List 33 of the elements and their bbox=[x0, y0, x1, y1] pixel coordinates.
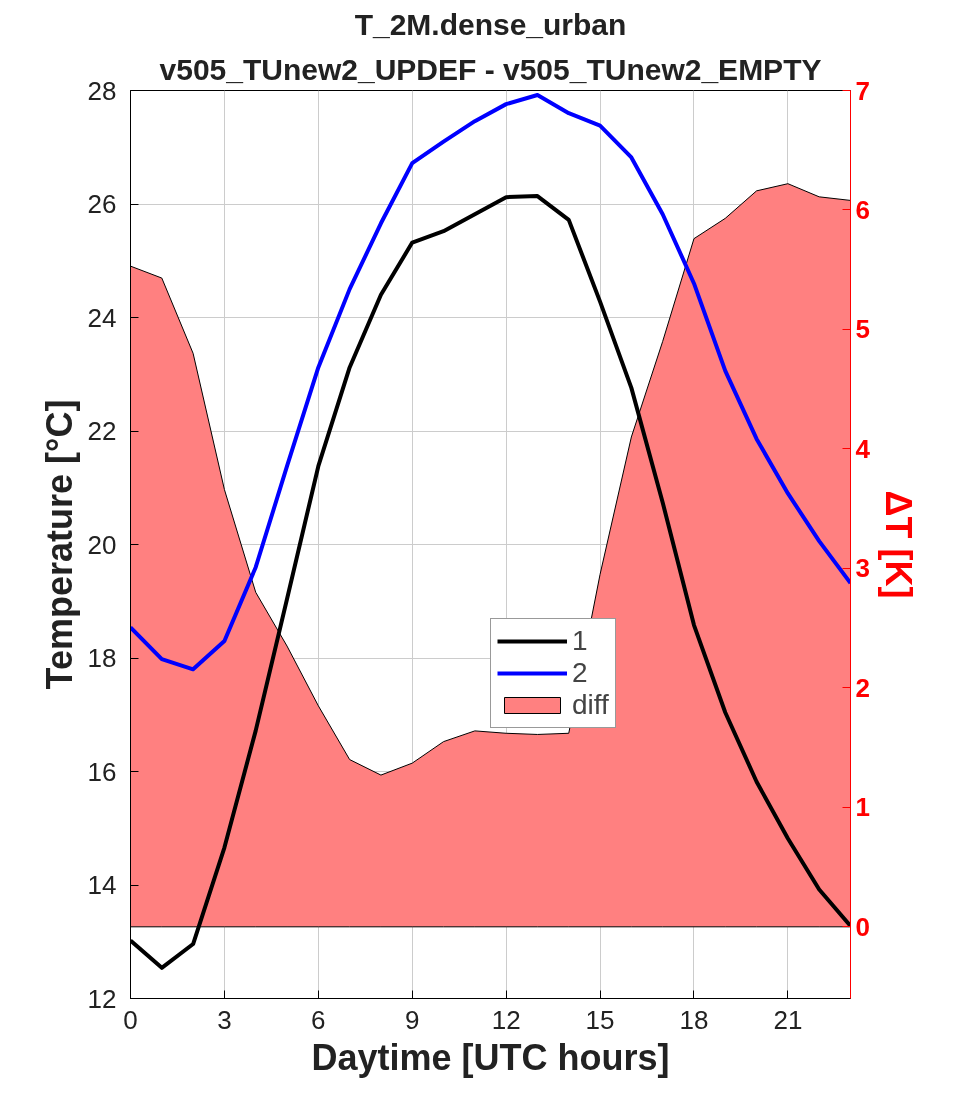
y2-tick-label: 6 bbox=[855, 194, 870, 225]
y2-tick-label: 3 bbox=[855, 553, 870, 584]
y2-tick-label: 7 bbox=[855, 75, 870, 106]
y2-tick-label: 2 bbox=[855, 672, 870, 703]
y-tick-label: 24 bbox=[87, 302, 117, 333]
x-axis-title: Daytime [UTC hours] bbox=[311, 1036, 670, 1078]
y-tick-label: 28 bbox=[87, 75, 117, 106]
x-tick-label: 9 bbox=[405, 1004, 420, 1035]
x-tick-label: 18 bbox=[679, 1004, 709, 1035]
chart-subtitle: v505_TUnew2_UPDEF - v505_TUnew2_EMPTY bbox=[159, 52, 822, 86]
legend-label: diff bbox=[572, 689, 609, 721]
y2-tick-label: 0 bbox=[855, 911, 870, 942]
y-tick-label: 12 bbox=[87, 983, 117, 1014]
y2-tick-label: 4 bbox=[855, 433, 871, 464]
x-tick-label: 0 bbox=[123, 1004, 138, 1035]
x-tick-label: 12 bbox=[491, 1004, 521, 1035]
y-tick-label: 16 bbox=[87, 756, 117, 787]
x-tick-label: 3 bbox=[217, 1004, 232, 1035]
y2-axis-title: ΔT [K] bbox=[877, 490, 919, 599]
x-tick-label: 6 bbox=[311, 1004, 326, 1035]
y-tick-label: 14 bbox=[87, 870, 117, 900]
legend-label: 2 bbox=[572, 657, 589, 689]
y-tick-label: 26 bbox=[87, 189, 117, 219]
y-tick-label: 18 bbox=[87, 643, 117, 673]
y-tick-label: 20 bbox=[87, 529, 117, 560]
legend-label: 1 bbox=[572, 625, 589, 657]
chart-title: T_2M.dense_urban bbox=[354, 7, 627, 41]
y2-tick-label: 1 bbox=[855, 792, 870, 823]
x-tick-label: 21 bbox=[773, 1004, 803, 1035]
y2-tick-label: 5 bbox=[855, 314, 870, 345]
y-axis-title: Temperature [°C] bbox=[38, 399, 80, 690]
x-tick-label: 15 bbox=[585, 1004, 615, 1035]
y-tick-label: 22 bbox=[87, 416, 117, 446]
